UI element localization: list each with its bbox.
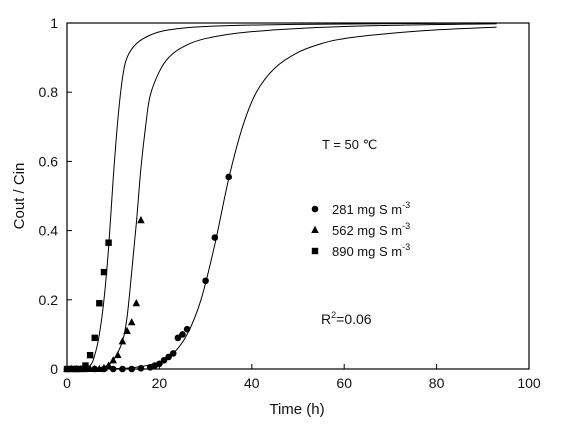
y-tick-label: 0.2 (39, 292, 59, 308)
data-point-circle (165, 353, 172, 361)
r-squared-exponent: 2 (331, 310, 336, 320)
data-point-square (77, 365, 85, 373)
data-point-triangle (127, 318, 136, 326)
data-points (63, 173, 232, 373)
data-point-square (100, 268, 108, 276)
data-point-square (63, 365, 71, 373)
y-tick-label: 0.8 (39, 84, 59, 100)
data-point-square (105, 239, 112, 246)
data-point-square (82, 362, 89, 369)
data-point-circle (179, 331, 186, 338)
y-tick-label: 1 (50, 15, 58, 31)
fit-curves (66, 22, 497, 370)
data-point-triangle (137, 216, 145, 224)
data-point-square (86, 351, 94, 359)
legend-marker-circle (311, 205, 319, 213)
x-tick-label: 100 (517, 375, 541, 391)
data-point-triangle (104, 361, 113, 369)
fit-curve-triangle (66, 23, 497, 370)
data-point-triangle (118, 337, 127, 345)
legend-entry-name: 890 mg S m (332, 244, 402, 259)
legend-marker-square (311, 247, 319, 255)
data-point-circle (225, 173, 232, 181)
r-squared-symbol: R (321, 311, 331, 327)
legend-entry-exponent: -3 (402, 200, 410, 210)
data-point-circle (183, 325, 191, 333)
axes: 0 20 40 60 80 100 0 0.2 0.4 0.6 0.8 1 (39, 15, 541, 391)
fit-curve-circle (66, 26, 497, 370)
data-point-circle (169, 350, 177, 357)
data-point-circle (202, 277, 209, 285)
temperature-annotation: T = 50 ℃ (322, 137, 377, 152)
r-squared-annotation: R2=0.06 (321, 310, 372, 327)
data-point-square (68, 365, 75, 373)
r-squared-value: =0.06 (336, 311, 372, 327)
legend-entry-name: 281 mg S m (332, 202, 402, 217)
data-point-square (73, 365, 80, 373)
data-point-square (91, 334, 98, 342)
data-point-circle (137, 365, 145, 372)
legend-entry-exponent: -3 (402, 242, 410, 252)
x-tick-label: 80 (429, 375, 445, 391)
data-point-triangle (100, 363, 108, 371)
y-tick-label: 0.4 (39, 223, 59, 239)
x-tick-label: 0 (63, 375, 71, 391)
plot-frame (66, 22, 530, 370)
data-point-triangle (114, 350, 122, 359)
legend-entry-triangle: 562 mg S m-3 (332, 221, 410, 238)
data-point-triangle (132, 299, 141, 307)
legend-entry-square: 890 mg S m-3 (332, 242, 410, 259)
data-point-square (96, 300, 103, 307)
data-point-circle (119, 365, 126, 373)
legend-entry-exponent: -3 (402, 221, 410, 231)
data-point-circle (156, 360, 163, 368)
data-point-circle (160, 357, 168, 364)
y-tick-label: 0.6 (39, 153, 59, 169)
data-point-circle (211, 234, 219, 241)
x-tick-label: 20 (152, 375, 168, 391)
legend-entry-circle: 281 mg S m-3 (332, 200, 410, 217)
legend-marker-triangle (311, 225, 319, 233)
data-point-circle (174, 334, 182, 342)
y-tick-label: 0 (50, 361, 58, 377)
legend-entry-name: 562 mg S m (332, 223, 402, 238)
y-axis-label: Cout / Cin (11, 163, 28, 230)
fit-curve-square (66, 22, 497, 370)
x-tick-label: 60 (336, 375, 352, 391)
x-axis-label: Time (h) (269, 401, 324, 418)
data-point-triangle (123, 326, 131, 334)
x-tick-label: 40 (244, 375, 260, 391)
data-point-circle (128, 365, 135, 373)
data-point-triangle (109, 356, 117, 364)
